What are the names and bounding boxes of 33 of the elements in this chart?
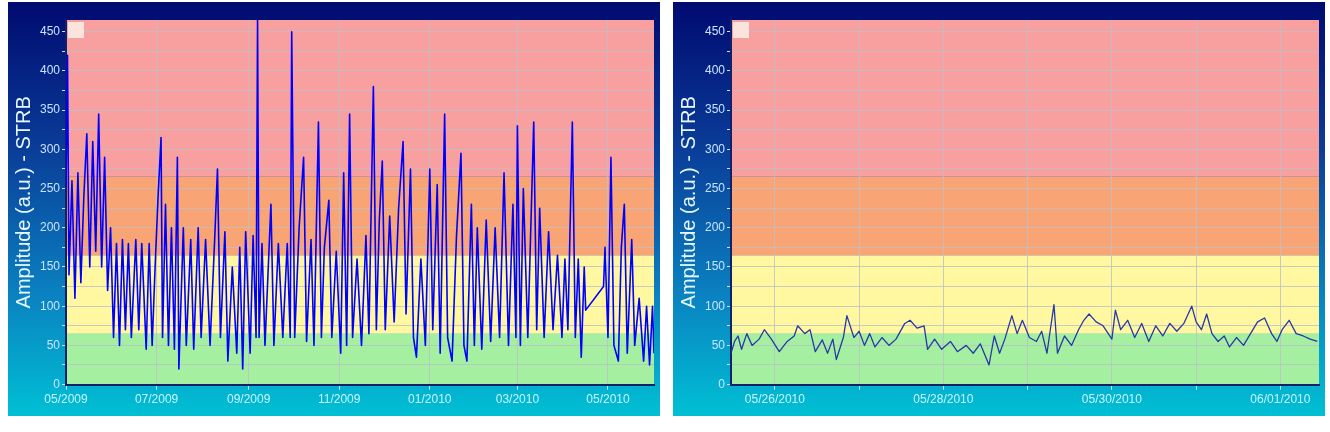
y-tick-label: 150	[704, 259, 726, 274]
y-tick-label: 100	[39, 298, 61, 313]
x-tick-label: 05/28/2010	[913, 392, 974, 407]
x-tick-label: 03/2010	[495, 392, 540, 407]
y-tick-label: 450	[704, 24, 726, 39]
y-tick-label: 350	[704, 102, 726, 117]
y-tick-label: 350	[39, 102, 61, 117]
x-tick-label: 01/2010	[408, 392, 452, 407]
y-tick-label: 300	[704, 141, 726, 156]
y-tick-label: 50	[711, 337, 726, 352]
y-tick-label: 200	[39, 220, 61, 235]
y-tick-label: 250	[39, 180, 61, 195]
y-tick-label: 400	[39, 63, 61, 78]
x-tick-label: 11/2009	[317, 392, 361, 407]
x-tick-label: 07/2009	[134, 392, 179, 407]
x-tick-label: 05/2009	[44, 392, 89, 407]
x-tick-label: 05/30/2010	[1081, 392, 1143, 407]
x-tick-label: 05/2010	[586, 392, 630, 407]
y-tick-label: 450	[39, 24, 61, 39]
y-tick-label: 0	[53, 376, 61, 391]
y-tick-label: 0	[718, 376, 726, 391]
y-tick-label: 150	[39, 259, 61, 274]
y-tick-label: 400	[704, 63, 726, 78]
y-tick-label: 50	[46, 337, 61, 352]
y-tick-label: 100	[704, 298, 726, 313]
x-tick-label: 05/26/2010	[744, 392, 806, 407]
y-axis-title: Amplitude (a.u.) - STRB	[11, 96, 34, 309]
y-tick-label: 300	[39, 141, 61, 156]
x-tick-label: 09/2009	[226, 392, 271, 407]
y-tick-label: 200	[704, 220, 726, 235]
x-tick-label: 06/01/2010	[1250, 392, 1311, 407]
y-axis-title: Amplitude (a.u.) - STRB	[676, 96, 699, 309]
y-tick-label: 250	[704, 180, 726, 195]
